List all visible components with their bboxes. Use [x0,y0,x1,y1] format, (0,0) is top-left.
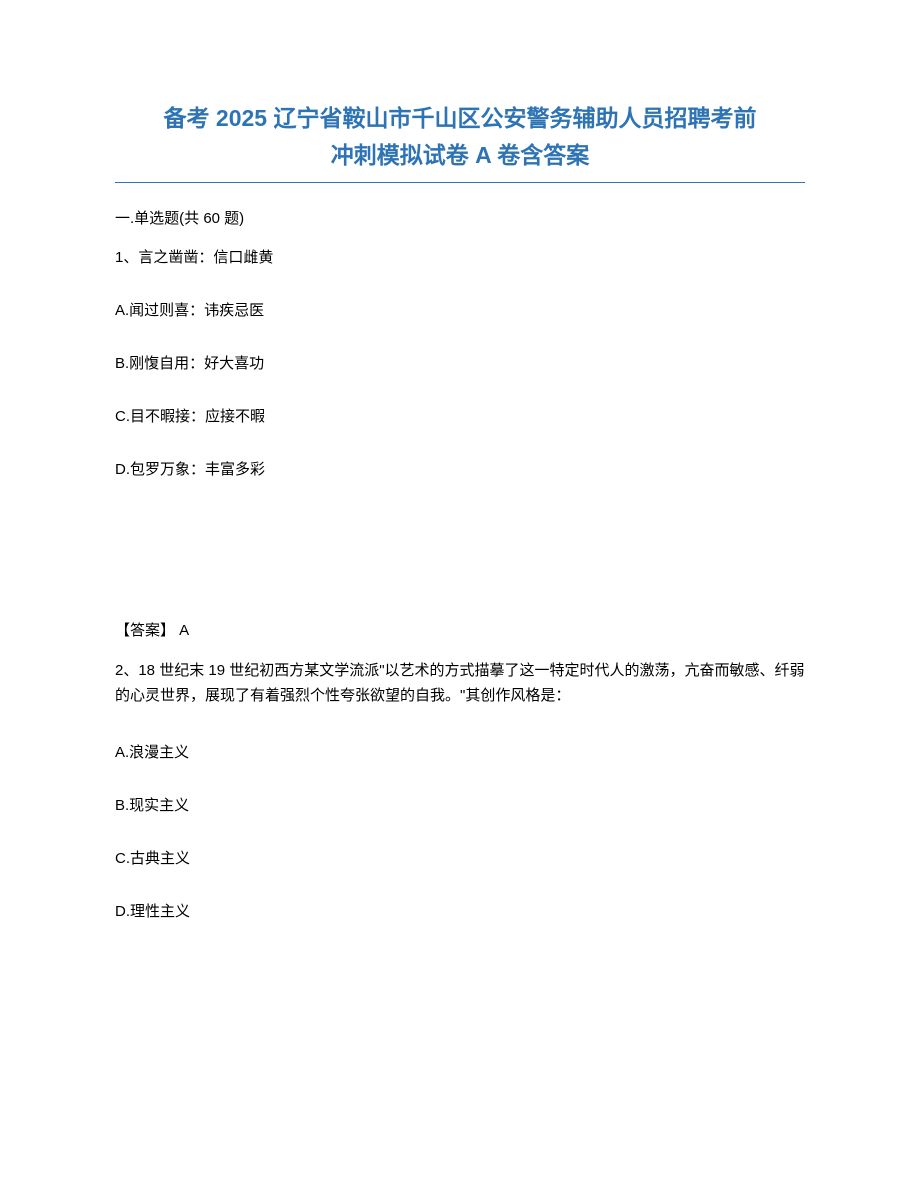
section-header: 一.单选题(共 60 题) [115,207,805,228]
question2-stem: 2、18 世纪末 19 世纪初西方某文学流派"以艺术的方式描摹了这一特定时代人的… [115,658,805,709]
question1-option-a: A.闻过则喜：讳疾忌医 [115,299,805,320]
question2-option-d: D.理性主义 [115,900,805,921]
document-title: 备考 2025 辽宁省鞍山市千山区公安警务辅助人员招聘考前 冲刺模拟试卷 A 卷… [115,100,805,174]
question1-option-b: B.刚愎自用：好大喜功 [115,352,805,373]
question2-option-b: B.现实主义 [115,794,805,815]
title-underline [115,182,805,183]
question1-answer: 【答案】 A [115,619,805,640]
question1-option-d: D.包罗万象：丰富多彩 [115,458,805,479]
question2-option-c: C.古典主义 [115,847,805,868]
question2-option-a: A.浪漫主义 [115,741,805,762]
question1-stem: 1、言之凿凿：信口雌黄 [115,246,805,267]
question1-option-c: C.目不暇接：应接不暇 [115,405,805,426]
title-line2: 冲刺模拟试卷 A 卷含答案 [331,142,590,168]
title-line1: 备考 2025 辽宁省鞍山市千山区公安警务辅助人员招聘考前 [164,105,757,131]
